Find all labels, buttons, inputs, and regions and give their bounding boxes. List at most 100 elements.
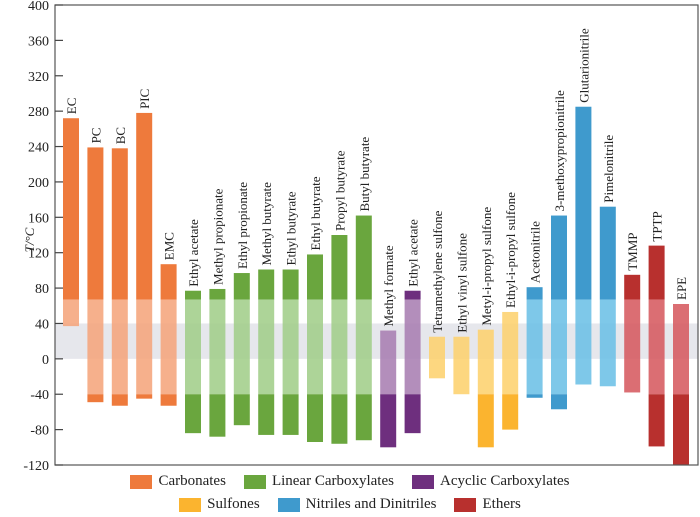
- bar-segment-upper: [526, 287, 543, 300]
- bar-segment-middle: [551, 299, 567, 395]
- legend-swatch: [243, 474, 266, 489]
- bar: Acetonitrile: [526, 221, 543, 398]
- y-tick-label: 280: [28, 105, 49, 120]
- y-tick-label: -80: [30, 424, 49, 439]
- bar-segment-middle: [648, 299, 665, 395]
- bar-label: Propyl butyrate: [332, 150, 347, 231]
- legend-label: Nitriles and Dinitriles: [305, 496, 437, 512]
- y-tick-label: 360: [28, 34, 49, 49]
- bar-label: Methyl propionate: [210, 188, 225, 285]
- bar-label: EPE: [674, 277, 689, 300]
- bar-segment-middle: [673, 304, 689, 395]
- bar: TPTP: [648, 211, 665, 447]
- bar-segment-middle: [429, 336, 445, 379]
- bar-segment-lower: [185, 394, 201, 434]
- y-tick-label: -120: [23, 459, 49, 470]
- bar-segment-middle: [111, 299, 128, 395]
- bar-label: Ethyl butyrate: [308, 176, 323, 250]
- bar-segment-middle: [624, 299, 641, 393]
- bar: Ethyl-i-propyl sulfone: [502, 192, 519, 430]
- bar-segment-upper: [404, 290, 421, 300]
- bar-segment-lower: [307, 394, 323, 442]
- bar: BC: [111, 127, 128, 406]
- bar-segment-lower: [209, 394, 226, 437]
- bar: Ethyl butyrate: [282, 191, 299, 435]
- bar: Butyl butyrate: [355, 137, 372, 441]
- bar-segment-middle: [355, 299, 372, 395]
- bar: Pimelonitrile: [599, 135, 616, 387]
- bar: EC: [63, 98, 79, 327]
- y-tick-label: -40: [30, 388, 49, 403]
- legend-row: Sulfones Nitriles and Dinitriles Ethers: [0, 493, 700, 516]
- bar-segment-lower: [673, 394, 689, 465]
- bar-segment-lower: [111, 394, 128, 406]
- bar-segment-lower: [648, 394, 665, 447]
- y-tick-label: 200: [28, 176, 49, 191]
- legend-swatch: [454, 497, 477, 512]
- bar-segment-upper: [331, 235, 348, 300]
- bar-label: EMC: [162, 232, 177, 260]
- bar: PC: [87, 128, 104, 403]
- bar-segment-lower: [233, 394, 250, 426]
- bar: Ethyl acetate: [404, 219, 421, 434]
- legend-swatch: [411, 474, 434, 489]
- bar-label: Tetramethylene sulfone: [430, 210, 445, 332]
- legend-item: Acyclic Carboxylates: [411, 473, 570, 490]
- bar-segment-lower: [380, 394, 397, 448]
- y-axis-title: T/°C: [22, 227, 37, 252]
- bar-segment-upper: [87, 147, 104, 300]
- legend-item: Carbonates: [130, 473, 226, 490]
- bar-segment-upper: [551, 215, 567, 300]
- bar-segment-middle: [160, 299, 177, 395]
- legend-swatch: [277, 497, 300, 512]
- y-tick-label: 80: [35, 282, 49, 297]
- bar-label: Glutarionitrile: [576, 28, 591, 103]
- bar-segment-middle: [502, 311, 519, 395]
- bar-segment-lower: [477, 394, 494, 448]
- bar-segment-upper: [209, 288, 226, 300]
- bar-segment-lower: [404, 394, 421, 434]
- bar-label: Pimelonitrile: [601, 135, 616, 203]
- legend-label: Ethers: [482, 496, 521, 512]
- bar-layer: EC PC BC PIC EMC Ethyl acetate Methyl propiona…: [63, 28, 689, 465]
- bar: Ethyl vinyl sulfone: [453, 233, 470, 395]
- bar-segment-upper: [160, 264, 177, 300]
- bar-label: PC: [88, 128, 103, 144]
- bar: 3-methoxypropionitrile: [551, 90, 567, 410]
- bar: Methyl butyrate: [258, 182, 275, 435]
- bar-label: TMMP: [625, 233, 640, 271]
- bar-segment-upper: [599, 206, 616, 300]
- bar-segment-middle: [87, 299, 104, 395]
- bar-label: Ethyl vinyl sulfone: [454, 233, 469, 333]
- bar: Methyl propionate: [209, 188, 226, 437]
- legend-label: Carbonates: [158, 473, 226, 489]
- bar-segment-lower: [160, 394, 177, 406]
- bar-segment-upper: [282, 269, 299, 300]
- bar-segment-middle: [307, 299, 323, 395]
- bar-segment-lower: [282, 394, 299, 435]
- bar: Ethyl acetate: [185, 219, 201, 434]
- bar: Metyl-i-propyl sulfone: [477, 207, 494, 448]
- bar: Methyl formate: [380, 245, 397, 448]
- legend-item: Linear Carboxylates: [243, 473, 394, 490]
- bar-segment-middle: [453, 336, 470, 395]
- bar-segment-upper: [185, 290, 201, 300]
- bar-label: Ethyl acetate: [406, 219, 421, 287]
- legend-item: Ethers: [454, 496, 521, 513]
- legend-item: Sulfones: [179, 496, 260, 513]
- bar-segment-lower: [502, 394, 519, 430]
- chart: EC PC BC PIC EMC Ethyl acetate Methyl propiona…: [22, 0, 699, 470]
- bar: TMMP: [624, 233, 641, 393]
- y-tick-label: 40: [35, 317, 49, 332]
- bar-segment-lower: [258, 394, 275, 435]
- bar-segment-lower: [526, 394, 543, 398]
- bar-segment-middle: [575, 299, 592, 385]
- bar-segment-upper: [648, 245, 665, 300]
- legend: Carbonates Linear Carboxylates Acyclic Car…: [0, 470, 700, 516]
- bar: EMC: [160, 232, 177, 406]
- bar-segment-middle: [282, 299, 299, 395]
- bar-segment-middle: [380, 330, 397, 395]
- y-tick-label: 120: [28, 247, 49, 262]
- legend-swatch: [179, 497, 202, 512]
